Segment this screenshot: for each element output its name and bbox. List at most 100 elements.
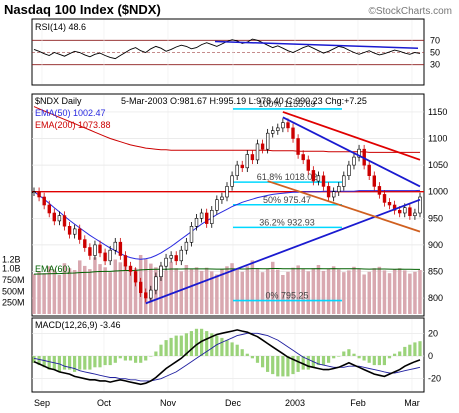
candle-body [286, 122, 290, 129]
macd-histogram-bar [362, 356, 366, 361]
macd-histogram-bar [377, 356, 381, 366]
candle-body [47, 204, 52, 214]
candle-body [139, 281, 143, 294]
macd-histogram-bar [93, 356, 97, 368]
volume-bar [281, 275, 285, 314]
candle-body [347, 164, 351, 177]
candle-body [88, 247, 92, 256]
candle-body [240, 164, 244, 169]
candle-body [164, 257, 168, 267]
candle-body [220, 196, 224, 201]
price-candles [32, 118, 422, 303]
macd-histogram-bar [62, 356, 67, 370]
macd-histogram-bar [240, 349, 244, 356]
macd-histogram-bar [88, 356, 92, 370]
volume-bar [403, 270, 407, 314]
volume-tick-label: 1.0B [2, 264, 21, 274]
volume-bar [408, 273, 412, 314]
candle-body [73, 228, 77, 235]
candle-body [342, 175, 346, 187]
macd-histogram-bar [235, 344, 239, 356]
volume-bar [194, 267, 199, 314]
volume-bar [108, 272, 112, 314]
macd-panel: MACD(12,26,9) -3.46 20 0 -20 [31, 317, 441, 393]
macd-histogram-bar [296, 356, 300, 372]
fib-level-label: 61.8% 1018.02 [257, 172, 318, 182]
macd-histogram-bar [179, 335, 183, 356]
volume-bar [250, 260, 255, 314]
volume-bar [392, 269, 397, 314]
macd-histogram-bar [98, 356, 102, 368]
macd-histogram-bar [418, 341, 422, 356]
macd-histogram-bar [321, 356, 326, 366]
macd-histogram-bar [357, 356, 361, 359]
macd-histogram-bar [210, 333, 214, 356]
macd-histogram-bar [215, 335, 219, 356]
candle-body [199, 212, 204, 219]
fib-level-label: 50% 975.47 [263, 195, 311, 205]
macd-tick-label: 20 [428, 328, 438, 338]
x-tick-label: 2003 [285, 398, 305, 408]
macd-histogram-bar [225, 340, 229, 356]
rsi-grid [32, 20, 424, 84]
macd-histogram-bar [403, 346, 407, 356]
volume-bar [118, 262, 123, 314]
macd-histogram-bar [352, 353, 356, 356]
macd-histogram-bar [205, 331, 209, 356]
candle-body [326, 186, 331, 198]
macd-histogram-bar [255, 356, 260, 363]
macd-histogram-bar [159, 344, 163, 356]
volume-bar [57, 275, 62, 314]
rsi-trendline [214, 40, 419, 49]
volume-bar [220, 269, 224, 314]
x-tick-label: Feb [350, 398, 366, 408]
ema200-legend: EMA(200) 1073.88 [35, 120, 111, 130]
volume-bar [42, 273, 46, 314]
volume-bar [204, 267, 209, 314]
candle-body [230, 175, 234, 187]
volume-bar [103, 267, 107, 314]
candle-body [337, 186, 341, 192]
macd-histogram-bar [387, 356, 392, 359]
macd-histogram-bar [266, 356, 270, 372]
macd-histogram-bar [342, 351, 346, 356]
candle-body [133, 271, 138, 283]
volume-bar [357, 269, 361, 314]
macd-histogram-bar [306, 356, 310, 370]
x-axis-labels: Sep Oct Nov Dec 2003 Feb Mar [34, 398, 420, 408]
volume-tick-label: 500M [2, 286, 25, 296]
macd-histogram-bar [68, 356, 72, 370]
volume-bar [37, 271, 41, 314]
volume-bar [326, 268, 331, 314]
volume-bar [316, 265, 321, 314]
candle-body [413, 212, 417, 217]
volume-bar [352, 266, 356, 314]
candle-body [306, 159, 310, 171]
candle-body [265, 132, 270, 150]
volume-bar [286, 271, 290, 314]
candle-body [235, 164, 239, 177]
candle-body [225, 186, 229, 198]
volume-bar [291, 267, 295, 314]
volume-tick-label: 250M [2, 298, 25, 308]
candle-body [311, 170, 316, 182]
price-series-label: $NDX Daily [35, 96, 82, 106]
macd-histogram-bar [32, 356, 36, 363]
volume-bar [179, 271, 183, 314]
volume-bar [260, 272, 265, 314]
volume-bar [169, 261, 173, 314]
fib-level-label: 36.2% 932.93 [259, 217, 315, 227]
volume-bar [98, 264, 102, 314]
macd-histogram-bar [327, 356, 331, 363]
price-tick-label: 800 [428, 293, 443, 303]
candle-body [52, 212, 57, 222]
candle-body [260, 143, 265, 150]
rsi-tick-labels: 70 50 30 [430, 35, 440, 69]
candle-body [174, 255, 178, 262]
candle-body [159, 265, 163, 278]
macd-histogram-bar [113, 356, 117, 363]
ema50-legend: EMA(50) 1002.47 [35, 108, 106, 118]
candle-body [184, 241, 189, 251]
volume-bar [67, 268, 72, 314]
